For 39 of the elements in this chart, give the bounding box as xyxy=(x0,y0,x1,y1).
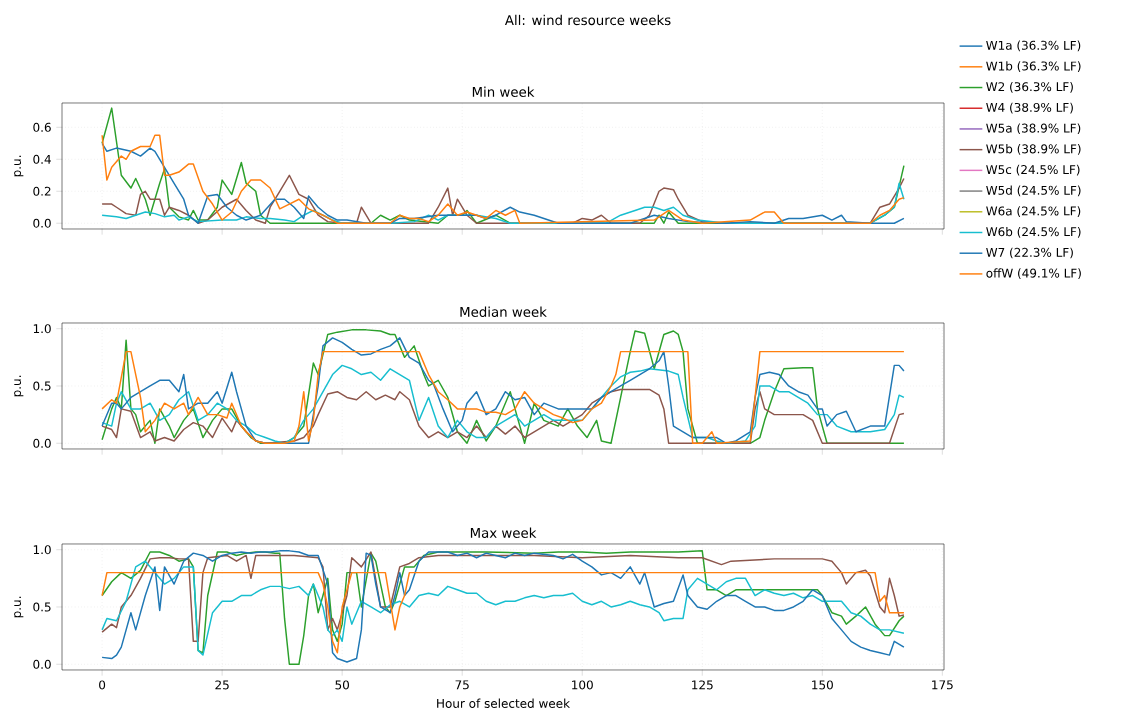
x-tick-label: 100 xyxy=(572,680,593,690)
chart-title: Max week xyxy=(470,527,537,538)
legend-label: W6b (24.5% LF) xyxy=(986,226,1081,238)
legend-label: W4 (38.9% LF) xyxy=(986,102,1073,114)
x-axis-title: Hour of selected week xyxy=(437,698,571,708)
legend-label: W5b (38.9% LF) xyxy=(986,144,1081,155)
text: All: wind resource weeks xyxy=(504,14,671,26)
legend-label: offW (49.1% LF) xyxy=(986,268,1081,280)
legend-label: W5a (38.9% LF) xyxy=(986,123,1081,135)
y-tick-label: 0.0 xyxy=(33,438,51,448)
x-tick-label: 50 xyxy=(335,680,349,690)
legend-label: W5c (24.5% LF) xyxy=(986,164,1080,176)
y-axis-title: p.u. xyxy=(14,596,24,618)
line-series xyxy=(101,388,905,444)
legend-label: W1a (36.3% LF) xyxy=(986,40,1081,52)
legend-label: W2 (36.3% LF) xyxy=(986,81,1073,93)
y-axis-title: p.u. xyxy=(14,375,24,397)
y-tick-label: 0.0 xyxy=(33,659,51,669)
chart-title: Min week xyxy=(472,86,535,97)
y-tick-label: 1.0 xyxy=(33,324,51,334)
y-axis-title: p.u. xyxy=(14,155,24,177)
y-tick-label: 0.2 xyxy=(33,186,51,196)
y-tick-label: 0.0 xyxy=(33,218,51,228)
legend-label: W7 (22.3% LF) xyxy=(986,247,1073,259)
x-tick-label: 175 xyxy=(932,680,953,690)
y-tick-label: 1.0 xyxy=(33,545,51,555)
x-tick-label: 0 xyxy=(99,680,106,690)
x-tick-label: 150 xyxy=(812,680,833,690)
x-tick-label: 75 xyxy=(455,680,469,690)
y-tick-label: 0.6 xyxy=(33,122,51,132)
x-tick-label: 125 xyxy=(692,680,713,690)
x-tick-label: 25 xyxy=(215,680,229,690)
y-tick-label: 0.4 xyxy=(33,154,51,164)
y-tick-label: 0.5 xyxy=(33,602,51,612)
legend-label: W1b (36.3% LF) xyxy=(986,61,1081,72)
legend-label: W6a (24.5% LF) xyxy=(986,206,1081,217)
legend-label: W5d (24.5% LF) xyxy=(986,185,1081,197)
chart-title: Median week xyxy=(460,306,547,317)
y-tick-label: 0.5 xyxy=(33,381,51,391)
